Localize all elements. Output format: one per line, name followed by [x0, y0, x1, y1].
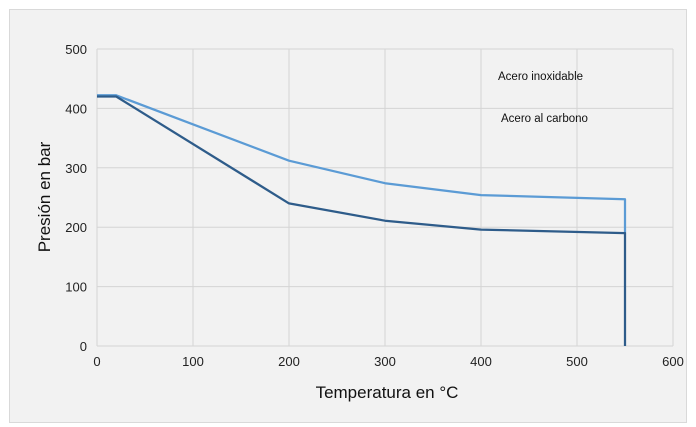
x-tick-label: 400 [470, 354, 492, 369]
x-tick-label: 300 [374, 354, 396, 369]
tick-labels: 0 100 200 300 400 500 0 100 200 300 400 500 600 [65, 42, 684, 369]
x-tick-label: 0 [93, 354, 100, 369]
chart-frame [9, 9, 687, 423]
y-tick-label: 300 [65, 161, 87, 176]
y-tick-label: 0 [80, 339, 87, 354]
series-line-2 [97, 95, 627, 346]
annotation-acero-inoxidable: Acero inoxidable [498, 71, 583, 83]
y-axis-title: Presión en bar [35, 141, 54, 252]
series-lines [97, 94, 627, 346]
y-tick-label: 100 [65, 280, 87, 295]
x-tick-label: 600 [662, 354, 684, 369]
grid-lines [96, 48, 674, 347]
series-line-1 [97, 94, 627, 234]
y-tick-label: 400 [65, 101, 87, 116]
annotation-acero-al-carbono: Acero al carbono [501, 113, 588, 125]
x-axis-title: Temperatura en °C [316, 383, 459, 402]
y-tick-label: 200 [65, 220, 87, 235]
y-tick-label: 500 [65, 42, 87, 57]
x-tick-label: 500 [566, 354, 588, 369]
x-tick-label: 200 [278, 354, 300, 369]
x-tick-label: 100 [182, 354, 204, 369]
